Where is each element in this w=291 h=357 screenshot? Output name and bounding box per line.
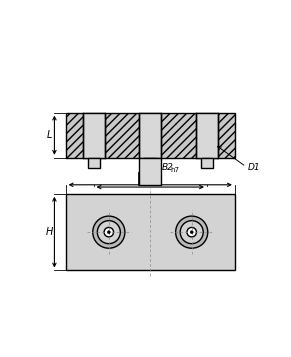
Bar xyxy=(66,194,235,271)
Bar xyxy=(196,112,218,158)
Bar xyxy=(66,112,235,158)
Text: D1: D1 xyxy=(248,164,260,172)
Circle shape xyxy=(104,227,113,237)
Text: B1: B1 xyxy=(144,176,156,185)
Bar xyxy=(88,158,100,168)
Bar xyxy=(83,112,104,158)
Circle shape xyxy=(107,231,110,234)
Circle shape xyxy=(190,231,193,234)
Circle shape xyxy=(176,216,208,248)
Text: B: B xyxy=(147,171,154,181)
Text: h7: h7 xyxy=(170,167,179,173)
Text: L: L xyxy=(47,130,52,140)
Text: B2: B2 xyxy=(162,163,174,172)
Circle shape xyxy=(93,216,125,248)
Bar xyxy=(201,158,213,168)
Bar xyxy=(144,158,156,168)
Circle shape xyxy=(187,227,196,237)
Circle shape xyxy=(97,221,120,244)
Circle shape xyxy=(180,221,203,244)
Text: H: H xyxy=(46,227,53,237)
Bar xyxy=(139,158,161,185)
Bar xyxy=(139,112,161,158)
